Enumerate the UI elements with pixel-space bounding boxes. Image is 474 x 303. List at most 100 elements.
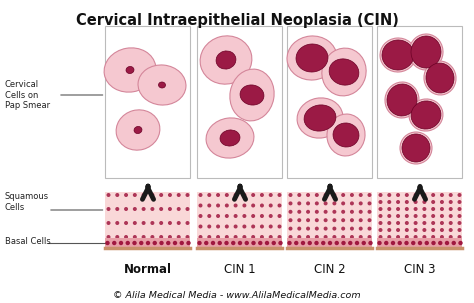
Circle shape [216, 193, 220, 197]
Ellipse shape [240, 85, 264, 105]
Circle shape [350, 235, 354, 239]
Circle shape [207, 235, 211, 239]
Circle shape [350, 193, 354, 197]
Bar [288, 238, 373, 248]
Circle shape [216, 225, 220, 228]
Circle shape [341, 218, 345, 222]
Ellipse shape [138, 65, 186, 105]
Circle shape [457, 193, 462, 197]
Circle shape [414, 214, 418, 218]
Circle shape [379, 193, 383, 197]
Circle shape [387, 207, 391, 211]
Circle shape [405, 214, 409, 218]
Circle shape [133, 235, 137, 239]
Circle shape [107, 193, 110, 197]
Circle shape [387, 193, 391, 197]
Circle shape [379, 235, 383, 239]
Circle shape [457, 235, 462, 239]
Bar [198, 238, 283, 248]
Circle shape [384, 241, 389, 245]
Text: Cervical
Cells on
Pap Smear: Cervical Cells on Pap Smear [5, 80, 50, 110]
Circle shape [126, 241, 130, 245]
Text: Squamous
Cells: Squamous Cells [5, 192, 49, 212]
Circle shape [124, 221, 128, 225]
Circle shape [211, 241, 215, 245]
Circle shape [269, 225, 273, 228]
Circle shape [314, 241, 319, 245]
Circle shape [431, 235, 435, 239]
Circle shape [231, 241, 236, 245]
Circle shape [315, 218, 319, 222]
Circle shape [251, 235, 255, 239]
Circle shape [457, 207, 462, 211]
Circle shape [199, 204, 202, 208]
Circle shape [306, 235, 310, 239]
Circle shape [297, 193, 301, 197]
Ellipse shape [104, 48, 156, 92]
Circle shape [277, 204, 282, 208]
Circle shape [105, 241, 109, 245]
Circle shape [218, 241, 222, 245]
Circle shape [449, 193, 453, 197]
Circle shape [405, 193, 409, 197]
Ellipse shape [411, 36, 441, 68]
Text: Basal Cells: Basal Cells [5, 237, 51, 245]
Circle shape [405, 221, 409, 225]
Ellipse shape [158, 82, 165, 88]
Circle shape [269, 204, 273, 208]
Ellipse shape [220, 130, 240, 146]
Ellipse shape [304, 105, 336, 131]
Text: © Alila Medical Media - www.AlilaMedicalMedia.com: © Alila Medical Media - www.AlilaMedical… [113, 291, 361, 300]
Circle shape [133, 207, 137, 211]
Circle shape [431, 221, 435, 225]
Circle shape [132, 241, 137, 245]
Circle shape [234, 214, 237, 218]
Circle shape [396, 193, 400, 197]
Circle shape [315, 210, 319, 214]
Circle shape [204, 241, 209, 245]
Circle shape [404, 241, 409, 245]
Ellipse shape [322, 48, 366, 96]
Circle shape [289, 235, 292, 239]
Circle shape [115, 207, 119, 211]
Circle shape [289, 193, 292, 197]
Circle shape [341, 235, 345, 239]
Ellipse shape [230, 69, 274, 121]
Circle shape [142, 207, 146, 211]
Circle shape [449, 207, 453, 211]
Circle shape [306, 218, 310, 222]
Circle shape [150, 235, 155, 239]
Circle shape [332, 227, 337, 231]
Ellipse shape [134, 126, 142, 134]
Circle shape [225, 214, 229, 218]
Circle shape [168, 221, 172, 225]
Circle shape [391, 241, 395, 245]
Circle shape [350, 210, 354, 214]
Circle shape [440, 228, 444, 232]
Ellipse shape [402, 134, 430, 162]
Ellipse shape [333, 123, 359, 147]
Circle shape [265, 241, 269, 245]
Circle shape [405, 228, 409, 232]
Circle shape [396, 207, 400, 211]
Circle shape [379, 228, 383, 232]
Circle shape [306, 193, 310, 197]
Circle shape [398, 241, 402, 245]
Ellipse shape [126, 66, 134, 74]
Text: CIN 3: CIN 3 [404, 263, 436, 276]
Circle shape [133, 193, 137, 197]
Circle shape [377, 241, 382, 245]
Bar [377, 238, 463, 248]
Circle shape [362, 241, 366, 245]
Circle shape [207, 214, 211, 218]
Circle shape [107, 221, 110, 225]
Circle shape [414, 235, 418, 239]
Circle shape [242, 235, 246, 239]
Ellipse shape [329, 59, 359, 85]
Circle shape [367, 193, 372, 197]
Circle shape [348, 241, 353, 245]
Bar [288, 26, 373, 178]
Circle shape [297, 235, 301, 239]
Circle shape [150, 207, 155, 211]
Text: Cervical Intraepithelial Neoplasia (CIN): Cervical Intraepithelial Neoplasia (CIN) [75, 13, 399, 28]
